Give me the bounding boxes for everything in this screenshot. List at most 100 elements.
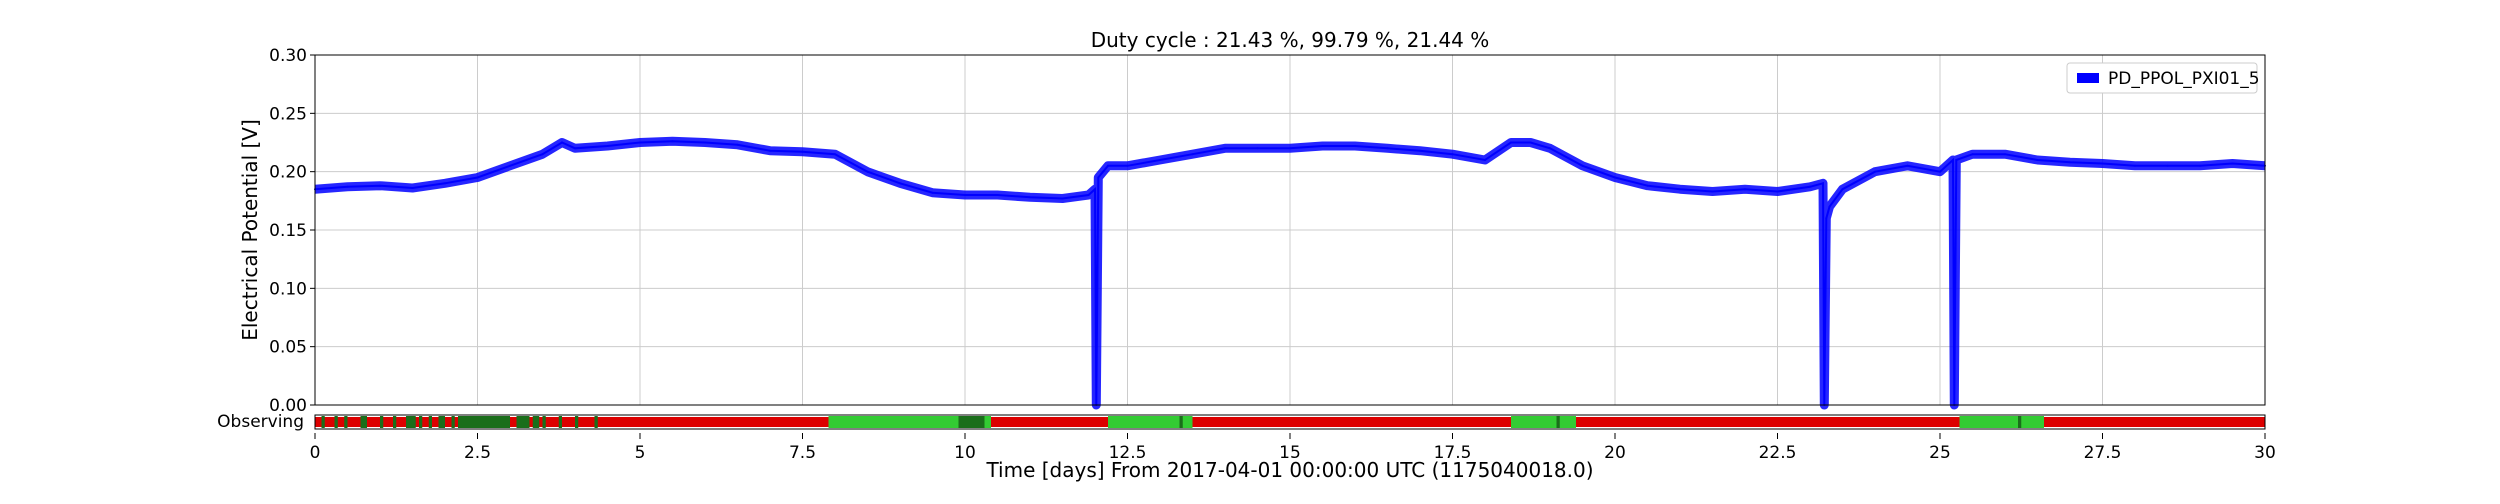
segment-active-interval <box>393 416 397 428</box>
data-point <box>1679 188 1681 191</box>
legend-entry-label: PD_PPOL_PXI01_5 <box>2108 69 2260 89</box>
data-point <box>1159 159 1161 161</box>
data-point <box>931 191 934 194</box>
data-point <box>1906 164 1909 167</box>
data-point <box>1939 170 1941 173</box>
observing-label: Observing <box>217 412 304 432</box>
x-tick-label: 20 <box>1604 443 1626 463</box>
segment-active-interval <box>344 416 348 428</box>
data-point <box>444 182 446 185</box>
segment-flag-interval <box>1511 416 1576 428</box>
segment-active-interval <box>516 416 530 428</box>
segment-active-interval <box>419 416 423 428</box>
data-point <box>541 153 544 156</box>
legend: PD_PPOL_PXI01_5 <box>2066 62 2260 94</box>
data-point <box>2036 159 2039 161</box>
data-point <box>2199 164 2201 167</box>
data-point <box>561 141 563 144</box>
data-point <box>996 194 999 196</box>
data-point <box>834 153 836 156</box>
y-tick-label: 0.25 <box>269 104 307 124</box>
data-point <box>964 194 966 196</box>
data-point <box>1614 176 1616 179</box>
data-point <box>1107 164 1109 167</box>
x-tick-label: 7.5 <box>789 443 816 463</box>
segment-active-interval <box>1556 416 1560 428</box>
data-point <box>1061 197 1064 200</box>
data-point <box>1581 164 1584 167</box>
segment-active-interval <box>428 416 432 428</box>
segment-active-interval <box>451 416 455 428</box>
x-tick-label: 27.5 <box>2084 443 2122 463</box>
data-point <box>2231 162 2234 165</box>
segment-frame <box>314 414 2266 430</box>
data-point <box>1825 217 1828 220</box>
segment-active-interval <box>438 416 445 428</box>
segment-flag-interval <box>1108 416 1193 428</box>
data-point <box>1094 188 1096 191</box>
segment-active-interval <box>406 416 416 428</box>
data-point <box>801 150 804 153</box>
segment-active-interval <box>334 416 338 428</box>
x-tick-label: 5 <box>635 443 646 463</box>
data-point <box>1386 147 1389 150</box>
data-point <box>1874 170 1876 173</box>
segment-active-interval <box>958 416 985 428</box>
data-point <box>1744 188 1746 191</box>
data-point <box>1529 141 1532 144</box>
x-tick-label: 30 <box>2254 443 2276 463</box>
data-point <box>1354 145 1356 147</box>
segment-active-interval <box>360 416 367 428</box>
x-tick-label: 15 <box>1279 443 1301 463</box>
plot-frame <box>314 54 2266 406</box>
data-point <box>1822 182 1824 185</box>
data-point <box>1955 159 1958 161</box>
x-tick-label: 25 <box>1929 443 1951 463</box>
data-point <box>1191 153 1194 156</box>
x-tick-label: 22.5 <box>1759 443 1797 463</box>
data-point <box>411 187 414 189</box>
data-point <box>1256 147 1259 150</box>
x-tick-label: 17.5 <box>1434 443 1472 463</box>
data-point <box>1419 149 1421 152</box>
segment-active-interval <box>594 416 598 428</box>
data-point <box>1029 196 1031 199</box>
data-point <box>736 143 739 146</box>
data-point <box>346 185 349 188</box>
data-point <box>1809 185 1811 188</box>
data-point <box>639 141 641 144</box>
data-point <box>1451 153 1454 156</box>
y-tick-label: 0.05 <box>269 338 307 358</box>
data-point <box>1971 153 1974 156</box>
data-point <box>1484 159 1486 161</box>
data-point <box>1646 184 1649 187</box>
data-point <box>1097 176 1100 179</box>
y-tick-label: 0.30 <box>269 46 307 66</box>
data-point <box>704 141 706 144</box>
data-point <box>866 170 869 173</box>
series-line <box>314 140 2266 406</box>
data-point <box>671 140 674 143</box>
legend-box <box>2066 62 2258 94</box>
data-point <box>2166 164 2169 167</box>
data-point <box>509 164 511 167</box>
segment-active-interval <box>1179 416 1183 428</box>
data-point <box>899 182 901 185</box>
observing-segment-bar <box>314 414 2266 430</box>
segment-active-interval <box>321 416 325 428</box>
x-axis-label: Time [days] From 2017-04-01 00:00:00 UTC… <box>985 458 1593 482</box>
data-point <box>1952 159 1954 161</box>
data-point <box>1224 147 1226 150</box>
segment-active-interval <box>532 416 540 428</box>
y-axis-ticks: 0.00 0.05 0.10 0.15 0.20 0.25 0.30 <box>269 46 315 416</box>
y-tick-label: 0.00 <box>269 396 307 416</box>
x-tick-label: 2.5 <box>464 443 491 463</box>
y-tick-label: 0.10 <box>269 279 307 299</box>
data-point <box>2069 161 2071 164</box>
legend-swatch <box>2077 73 2099 83</box>
data-point <box>2101 162 2104 165</box>
y-tick-label: 0.20 <box>269 163 307 183</box>
chart-title: Duty cycle : 21.43 %, 99.79 %, 21.44 % <box>1091 28 1490 52</box>
segment-flag-interval <box>828 416 991 428</box>
segment-background <box>315 417 2265 427</box>
